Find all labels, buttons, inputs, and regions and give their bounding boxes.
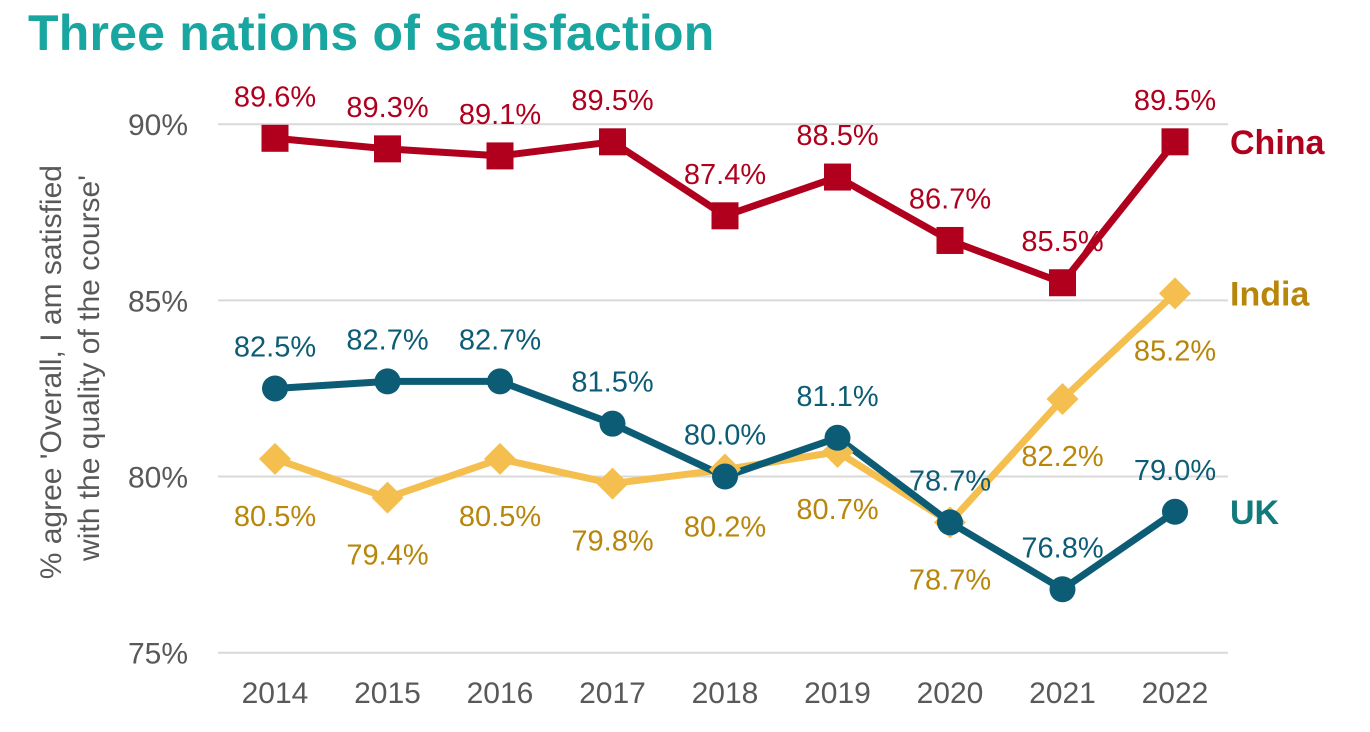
- y-axis-label-line-2: with the quality of the course': [73, 175, 106, 562]
- data-label-india-2020: 78.7%: [909, 564, 991, 596]
- x-axis-ticks: 2014 2015 2016 2017 2018 2019 2020 2021 2022: [242, 677, 1209, 710]
- data-label-uk-2020: 78.7%: [909, 465, 991, 497]
- x-tick-label-2018: 2018: [692, 677, 759, 710]
- data-label-uk-2018: 80.0%: [684, 420, 766, 452]
- x-tick-label-2021: 2021: [1029, 677, 1096, 710]
- marker-china-2020: [936, 226, 964, 254]
- data-label-uk-2014: 82.5%: [234, 331, 316, 363]
- data-label-uk-2015: 82.7%: [346, 324, 428, 356]
- data-label-uk-2022: 79.0%: [1134, 455, 1216, 487]
- x-tick-label-2022: 2022: [1142, 677, 1209, 710]
- data-label-china-2014: 89.6%: [234, 81, 316, 113]
- series-markers: [259, 124, 1191, 603]
- marker-china-2018: [711, 202, 739, 230]
- y-tick-label-85: 85%: [128, 285, 188, 318]
- x-tick-label-2020: 2020: [917, 677, 984, 710]
- series-name-china: China: [1230, 124, 1326, 162]
- marker-uk-2016: [487, 368, 513, 395]
- data-label-china-2016: 89.1%: [459, 99, 541, 131]
- data-label-india-2015: 79.4%: [346, 540, 428, 572]
- marker-china-2019: [824, 163, 851, 191]
- data-label-india-2014: 80.5%: [234, 501, 316, 533]
- marker-china-2016: [486, 142, 514, 170]
- series-name-india: India: [1230, 275, 1310, 313]
- data-label-india-2016: 80.5%: [459, 501, 541, 533]
- data-labels: 89.6% 89.3% 89.1% 89.5% 87.4% 88.5% 86.7% 85.5%…: [234, 81, 1216, 596]
- marker-india-2022: [1159, 277, 1191, 310]
- data-label-india-2022: 85.2%: [1134, 335, 1216, 367]
- y-axis-label: % agree 'Overall, I am satisfied with th…: [35, 157, 106, 580]
- marker-india-2017: [596, 467, 629, 500]
- marker-india-2015: [371, 481, 404, 514]
- y-axis-ticks: 75% 80% 85% 90%: [128, 109, 188, 671]
- marker-uk-2014: [262, 375, 288, 402]
- marker-india-2016: [484, 442, 516, 475]
- marker-uk-2017: [599, 410, 626, 437]
- marker-uk-2018: [712, 463, 738, 490]
- marker-uk-2015: [374, 368, 401, 395]
- marker-uk-2021: [1049, 576, 1076, 603]
- data-label-india-2021: 82.2%: [1021, 441, 1103, 473]
- data-label-india-2018: 80.2%: [684, 511, 766, 543]
- series-name-uk: UK: [1230, 494, 1280, 532]
- data-label-uk-2021: 76.8%: [1021, 532, 1103, 564]
- marker-uk-2019: [824, 424, 851, 451]
- series-name-labels: China India UK: [1230, 124, 1326, 532]
- data-label-uk-2016: 82.7%: [459, 324, 541, 356]
- x-tick-label-2019: 2019: [804, 677, 871, 710]
- marker-india-2014: [259, 442, 291, 475]
- data-label-china-2017: 89.5%: [571, 85, 653, 117]
- data-label-china-2022: 89.5%: [1134, 85, 1216, 117]
- y-axis-label-line-1: % agree 'Overall, I am satisfied: [35, 165, 68, 579]
- chart-title: Three nations of satisfaction: [28, 5, 715, 61]
- x-tick-label-2014: 2014: [242, 677, 309, 710]
- data-label-china-2020: 86.7%: [909, 183, 991, 215]
- marker-uk-2020: [937, 509, 963, 536]
- data-label-china-2019: 88.5%: [796, 120, 878, 152]
- data-label-uk-2017: 81.5%: [571, 367, 653, 399]
- data-label-china-2015: 89.3%: [346, 92, 428, 124]
- data-label-india-2019: 80.7%: [796, 494, 878, 526]
- marker-china-2022: [1161, 128, 1189, 156]
- marker-india-2021: [1046, 383, 1079, 416]
- y-tick-label-75: 75%: [128, 638, 188, 671]
- data-label-china-2018: 87.4%: [684, 159, 766, 191]
- data-label-india-2017: 79.8%: [571, 526, 653, 558]
- marker-uk-2022: [1162, 498, 1188, 525]
- data-label-uk-2019: 81.1%: [796, 381, 878, 413]
- x-tick-label-2016: 2016: [467, 677, 534, 710]
- marker-china-2014: [261, 124, 289, 152]
- y-tick-label-90: 90%: [128, 109, 188, 142]
- x-tick-label-2015: 2015: [354, 677, 421, 710]
- marker-china-2015: [374, 135, 401, 163]
- marker-china-2017: [599, 128, 626, 156]
- y-tick-label-80: 80%: [128, 462, 188, 495]
- marker-china-2021: [1049, 269, 1076, 297]
- x-tick-label-2017: 2017: [579, 677, 646, 710]
- data-label-china-2021: 85.5%: [1021, 226, 1103, 258]
